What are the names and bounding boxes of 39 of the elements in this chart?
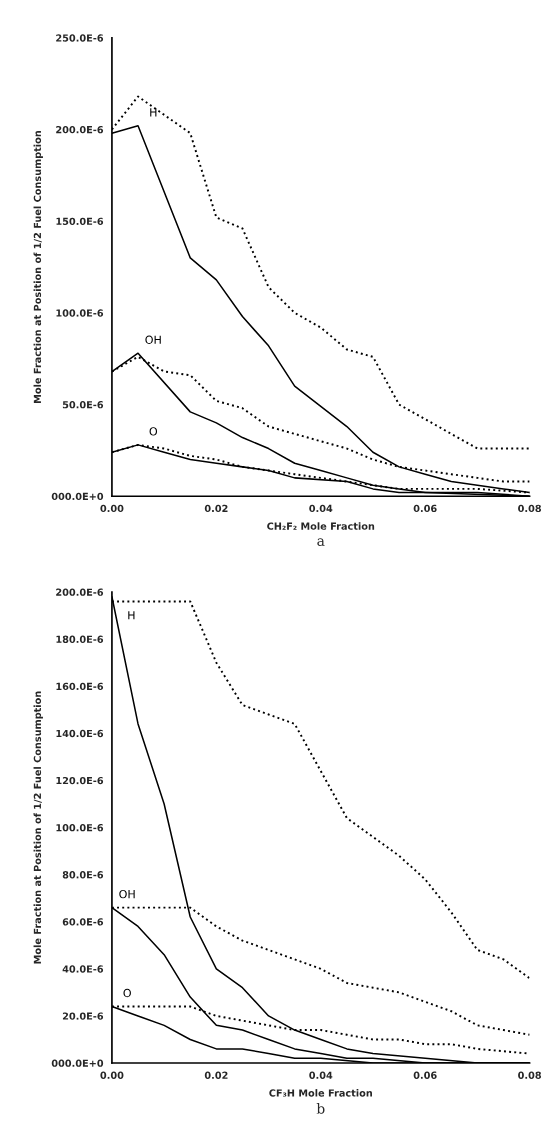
y-tick-label: 200.0E-6 bbox=[56, 125, 104, 134]
y-tick-label: 250.0E-6 bbox=[56, 34, 104, 42]
x-axis-title: CH₂F₂ Mole Fraction bbox=[267, 522, 375, 530]
y-tick-label: 180.0E-6 bbox=[56, 635, 104, 643]
series-label: H bbox=[128, 611, 135, 620]
x-tick-label: 0.02 bbox=[204, 504, 228, 513]
y-tick-label: 20.0E-6 bbox=[62, 1012, 104, 1020]
series-label: OH bbox=[119, 889, 135, 899]
y-tick-label: 100.0E-6 bbox=[56, 309, 104, 317]
text: b bbox=[316, 1103, 325, 1114]
series-label: OH bbox=[145, 335, 161, 344]
y-tick-label: 150.0E-6 bbox=[56, 217, 104, 226]
y-tick-label: 140.0E-6 bbox=[56, 729, 104, 738]
x-tick-label: 0.00 bbox=[100, 1071, 124, 1079]
x-tick-label: 0.04 bbox=[309, 504, 333, 513]
y-tick-label: 000.0E+0 bbox=[51, 1059, 104, 1067]
x-tick-label: 0.02 bbox=[204, 1071, 228, 1079]
x-tick-label: 0.08 bbox=[518, 504, 542, 513]
y-tick-label: 80.0E-6 bbox=[62, 871, 104, 879]
y-tick-label: 60.0E-6 bbox=[62, 918, 104, 926]
y-tick-label: 40.0E-6 bbox=[62, 965, 104, 973]
y-tick-label: 50.0E-6 bbox=[62, 401, 104, 409]
y-tick-label: 100.0E-6 bbox=[56, 824, 104, 832]
series-label: O bbox=[149, 427, 158, 436]
text: a bbox=[317, 538, 325, 546]
x-tick-label: 0.06 bbox=[413, 1071, 437, 1079]
x-axis-title: CF₃H Mole Fraction bbox=[269, 1089, 372, 1097]
series-label: O bbox=[123, 988, 131, 998]
y-tick-label: 000.0E+0 bbox=[51, 492, 104, 501]
x-tick-label: 0.06 bbox=[413, 504, 437, 513]
x-tick-label: 0.08 bbox=[518, 1071, 542, 1079]
y-tick-label: 160.0E-6 bbox=[56, 682, 104, 691]
y-tick-label: 200.0E-6 bbox=[56, 588, 104, 596]
y-axis-title: Mole Fraction at Position of 1/2 Fuel Consumption bbox=[33, 131, 43, 403]
x-tick-label: 0.00 bbox=[100, 504, 124, 513]
y-tick-label: 120.0E-6 bbox=[56, 776, 104, 785]
x-tick-label: 0.04 bbox=[309, 1071, 333, 1079]
y-axis-title: Mole Fraction at Position of 1/2 Fuel Consumption bbox=[33, 691, 43, 964]
series-label: H bbox=[150, 108, 157, 117]
